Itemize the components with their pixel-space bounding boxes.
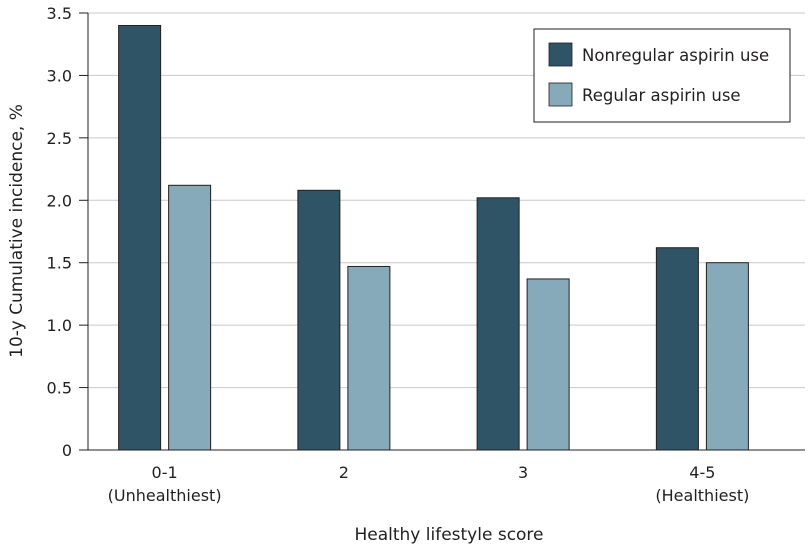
legend: Nonregular aspirin use Regular aspirin u…: [533, 28, 791, 123]
y-tick-label: 1.5: [47, 254, 72, 273]
y-tick-label: 3.5: [47, 4, 72, 23]
y-tick-label: 2.5: [47, 129, 72, 148]
bar-regular-1: [347, 265, 391, 451]
legend-swatch-nonregular: [548, 42, 573, 67]
bar-regular-2: [526, 278, 570, 451]
legend-label-regular: Regular aspirin use: [582, 86, 741, 105]
y-tick-label: 1.0: [47, 316, 72, 335]
x-axis-title: Healthy lifestyle score: [354, 525, 543, 545]
x-tick-label: 2: [339, 463, 349, 482]
bar-nonregular-0: [118, 24, 162, 451]
x-tick-label: 4-5: [689, 463, 715, 482]
legend-swatch-regular: [548, 82, 573, 107]
x-tick-sublabel: (Unhealthiest): [108, 486, 222, 505]
bar-regular-0: [168, 184, 212, 451]
bar-nonregular-2: [476, 197, 520, 451]
x-tick-label: 3: [518, 463, 528, 482]
x-tick-label: 0-1: [152, 463, 178, 482]
y-tick-labels: 0 0.5 1.0 1.5 2.0 2.5 3.0 3.5: [47, 4, 88, 460]
bar-nonregular-1: [297, 189, 341, 451]
y-axis-title: 10-y Cumulative incidence, %: [7, 104, 27, 358]
x-tick-labels: 0-1 (Unhealthiest) 2 3 4-5 (Healthiest): [108, 463, 750, 505]
bars: [118, 24, 749, 451]
x-tick-sublabel: (Healthiest): [655, 486, 749, 505]
y-tick-label: 2.0: [47, 191, 72, 210]
y-tick-label: 0: [62, 441, 72, 460]
legend-frame: [533, 28, 791, 123]
y-tick-label: 0.5: [47, 379, 72, 398]
bar-nonregular-3: [655, 247, 699, 451]
y-tick-label: 3.0: [47, 66, 72, 85]
axes: [87, 13, 805, 451]
bar-regular-3: [705, 262, 749, 451]
legend-label-nonregular: Nonregular aspirin use: [582, 46, 769, 65]
